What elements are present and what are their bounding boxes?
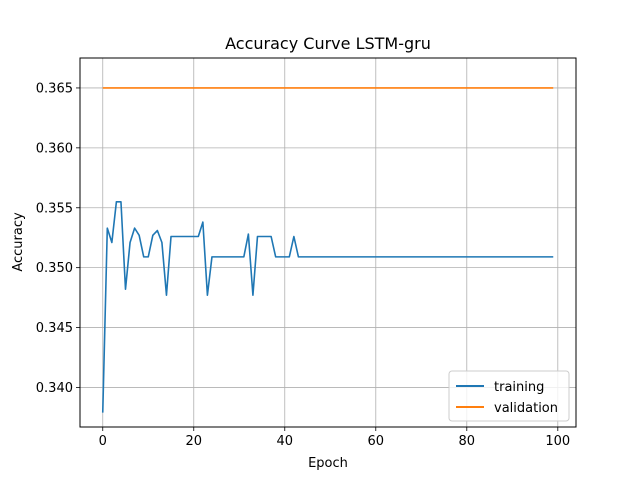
x-tick-label: 0 bbox=[99, 434, 107, 449]
axis-ticks: 0 20 40 60 80 100 0.340 0.345 0.350 0.355 0.360 0.3… bbox=[36, 81, 570, 449]
x-tick-label: 60 bbox=[368, 434, 385, 449]
legend-label-validation: validation bbox=[494, 401, 558, 416]
y-tick-label: 0.355 bbox=[36, 201, 73, 216]
x-axis-label: Epoch bbox=[308, 456, 348, 471]
grid bbox=[80, 58, 576, 427]
y-tick-label: 0.350 bbox=[36, 261, 73, 276]
plot-series bbox=[101, 87, 554, 413]
y-tick-label: 0.340 bbox=[36, 381, 73, 396]
x-tick-label: 100 bbox=[545, 434, 570, 449]
legend-label-training: training bbox=[494, 380, 544, 395]
legend: training validation bbox=[448, 370, 570, 422]
series-line-training bbox=[101, 200, 554, 413]
x-tick-label: 80 bbox=[459, 434, 476, 449]
chart-title: Accuracy Curve LSTM-gru bbox=[225, 34, 431, 53]
y-tick-label: 0.360 bbox=[36, 141, 73, 156]
legend-box bbox=[448, 370, 570, 422]
y-tick-label: 0.365 bbox=[36, 81, 73, 96]
x-tick-label: 40 bbox=[276, 434, 293, 449]
y-axis-label: Accuracy bbox=[11, 212, 26, 272]
y-tick-label: 0.345 bbox=[36, 321, 73, 336]
plot-frame bbox=[79, 57, 577, 428]
x-tick-label: 20 bbox=[185, 434, 202, 449]
